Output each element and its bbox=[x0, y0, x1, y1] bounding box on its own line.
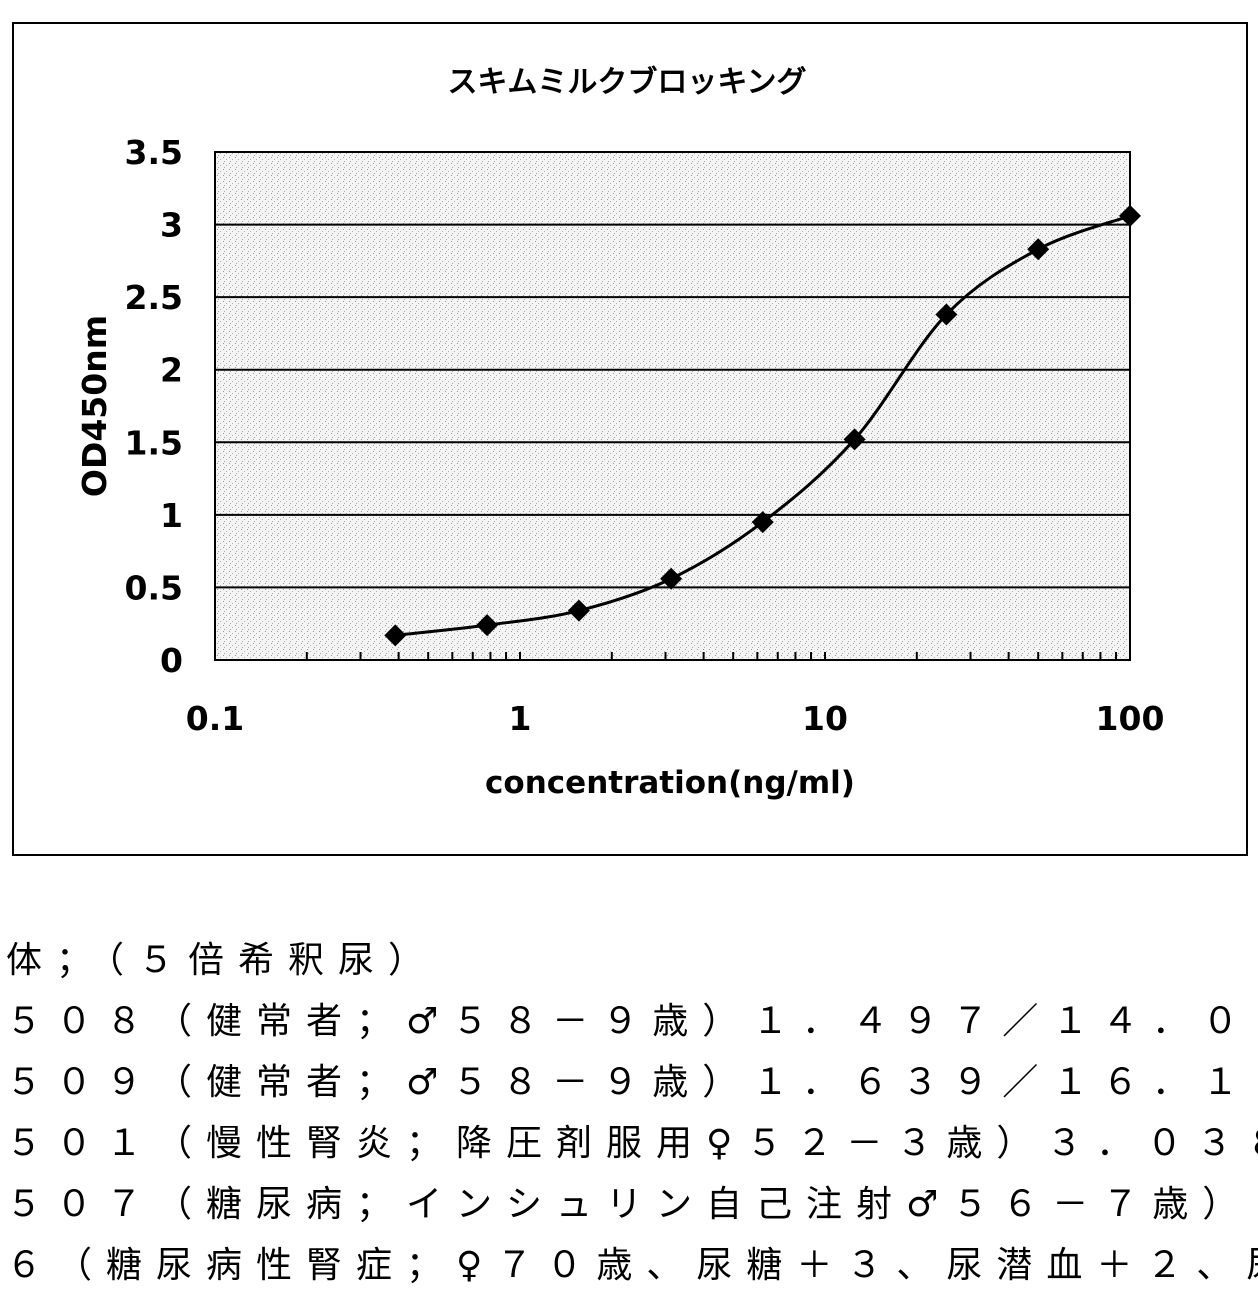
document-line: ５０８（健常者；♂５８－９歳）１．４９７／１４．０ｎ bbox=[6, 991, 1258, 1052]
x-axis-ticks: 0.1 1 10 100 bbox=[186, 652, 1165, 738]
y-tick-label: 2 bbox=[160, 351, 183, 390]
chart-title: スキムミルクブロッキング bbox=[447, 65, 806, 100]
y-tick-label: 3.5 bbox=[125, 133, 183, 172]
x-tick-label: 0.1 bbox=[186, 699, 244, 738]
y-tick-label: 0.5 bbox=[125, 568, 183, 607]
document-line: ５０１（慢性腎炎；降圧剤服用♀５２－３歳）３．０３８ bbox=[6, 1113, 1258, 1174]
document-line: ５０９（健常者；♂５８－９歳）１．６３９／１６．１ｎ bbox=[6, 1052, 1258, 1113]
y-tick-label: 3 bbox=[160, 206, 183, 245]
document-text: 体；（５倍希釈尿）５０８（健常者；♂５８－９歳）１．４９７／１４．０ｎ５０９（健… bbox=[6, 930, 1258, 1296]
y-axis-label: OD450nm bbox=[75, 315, 114, 497]
x-tick-label: 10 bbox=[802, 699, 848, 738]
document-line: ６（糖尿病性腎症；♀７０歳、尿糖＋３、尿潜血＋２、尿 bbox=[6, 1235, 1258, 1296]
y-tick-label: 1 bbox=[160, 496, 183, 535]
y-axis-ticks: 0 0.5 1 1.5 2 2.5 3 3.5 bbox=[125, 133, 183, 680]
x-axis-label: concentration(ng/ml) bbox=[485, 765, 855, 801]
chart: スキムミルクブロッキング 00.511.522.533.5 0.1110100 … bbox=[0, 0, 1258, 880]
y-tick-label: 1.5 bbox=[125, 423, 183, 462]
document-line: ５０７（糖尿病；インシュリン自己注射♂５６－７歳）２ bbox=[6, 1174, 1258, 1235]
document-line: 体；（５倍希釈尿） bbox=[6, 930, 1258, 991]
x-tick-label: 100 bbox=[1096, 699, 1165, 738]
y-tick-label: 2.5 bbox=[125, 278, 183, 317]
y-tick-label: 0 bbox=[160, 641, 183, 680]
x-tick-label: 1 bbox=[509, 699, 532, 738]
